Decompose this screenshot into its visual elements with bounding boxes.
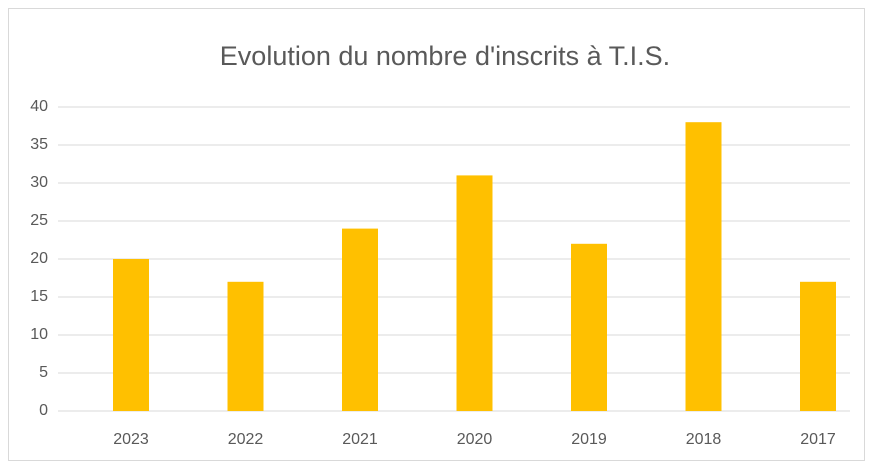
y-tick-label: 15 [30,288,48,305]
bar [571,243,607,411]
bar [800,281,836,411]
bar [342,228,378,411]
y-tick-label: 25 [30,212,48,229]
bar [113,259,149,411]
chart-border [8,8,865,461]
bar [227,281,264,411]
x-tick-label: 2017 [800,431,836,448]
y-tick-label: 5 [39,364,48,381]
x-tick-label: 2019 [571,431,607,448]
bar [685,122,722,411]
x-tick-label: 2020 [457,431,493,448]
x-tick-label: 2018 [686,431,722,448]
y-tick-label: 0 [39,402,48,419]
bar [456,175,493,411]
y-tick-label: 20 [30,250,48,267]
x-tick-label: 2021 [342,431,378,448]
y-tick-label: 10 [30,326,48,343]
chart-title: Evolution du nombre d'inscrits à T.I.S. [220,41,670,71]
y-tick-label: 35 [30,136,48,153]
y-tick-label: 40 [30,98,48,115]
x-tick-label: 2023 [113,431,149,448]
x-tick-label: 2022 [228,431,264,448]
y-tick-label: 30 [30,174,48,191]
